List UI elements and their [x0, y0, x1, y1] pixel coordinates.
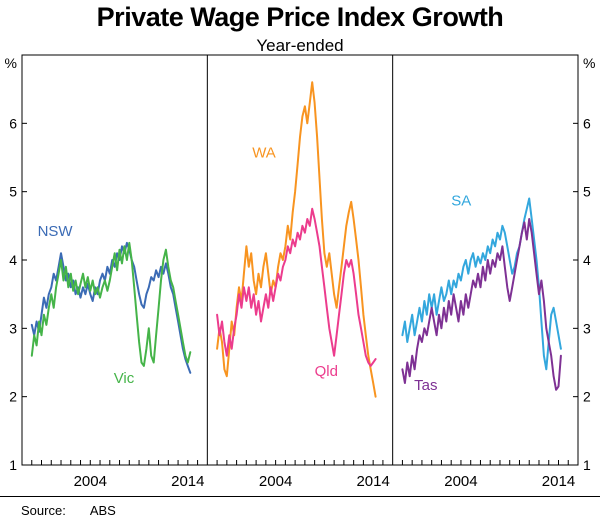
series-label-qld: Qld	[315, 363, 338, 380]
y-axis-label-left: 6	[9, 115, 17, 131]
y-axis-unit-left: %	[5, 55, 17, 71]
series-line-vic	[30, 241, 192, 367]
series-line-sa	[401, 197, 562, 371]
chart-title: Private Wage Price Index Growth	[96, 2, 504, 32]
y-axis-label-left: 5	[9, 184, 17, 200]
series-line-nsw	[30, 241, 192, 374]
plot-frame	[21, 54, 579, 466]
series-label-nsw: NSW	[38, 223, 74, 240]
series-label-wa: WA	[252, 145, 276, 162]
x-axis-year-label: 2014	[171, 473, 204, 490]
y-axis-label-left: 3	[9, 320, 17, 336]
y-axis-label-right: 3	[583, 320, 591, 336]
footer-divider	[0, 496, 600, 497]
y-axis-unit-right: %	[583, 55, 595, 71]
chart-subtitle: Year-ended	[256, 36, 344, 55]
source-value: ABS	[89, 503, 116, 518]
y-axis-label-left: 2	[9, 389, 17, 405]
y-axis-label-left: 4	[9, 252, 17, 268]
source-note: Source: ABS	[21, 503, 116, 518]
series-label-tas: Tas	[414, 377, 437, 394]
y-axis-label-right: 5	[583, 184, 591, 200]
y-axis-label-right: 6	[583, 115, 591, 131]
x-axis-year-label: 2004	[259, 473, 292, 490]
x-axis-year-label: 2014	[542, 473, 575, 490]
x-axis-year-label: 2014	[356, 473, 389, 490]
y-axis-label-right: 2	[583, 389, 591, 405]
y-axis-label-left: 1	[9, 457, 17, 473]
series-line-wa	[216, 81, 377, 398]
source-label: Source:	[21, 503, 66, 518]
series-line-qld	[216, 207, 377, 367]
x-axis-year-label: 2004	[444, 473, 477, 490]
series-label-vic: Vic	[114, 370, 135, 387]
wage-price-index-line-chart: 1 1 2 2 3 3 4 4 5 5 6 6% % 2004 2014 2004 2014 2004 2014 NS…	[5, 54, 595, 490]
y-axis-label-right: 4	[583, 252, 591, 268]
series-label-sa: SA	[451, 192, 471, 209]
series-line-tas	[401, 218, 562, 391]
y-axis-label-right: 1	[583, 457, 591, 473]
x-axis-year-label: 2004	[74, 473, 107, 490]
